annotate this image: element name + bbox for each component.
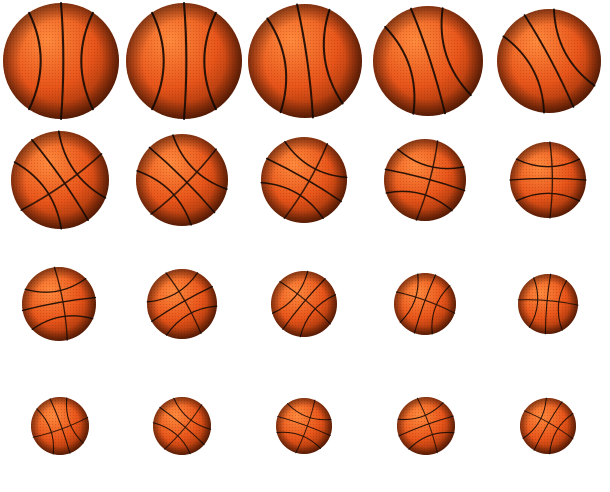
basketball-1-1 — [3, 1, 119, 121]
basketball-4-4 — [397, 397, 455, 455]
basketball-3-2 — [146, 269, 218, 339]
basketball-2-4 — [384, 139, 466, 221]
basketball-3-1 — [21, 266, 97, 341]
basketball-4-5 — [520, 397, 576, 455]
basketball-1-3 — [248, 3, 362, 119]
basketball-2-3 — [260, 137, 348, 223]
basketball-1-5 — [497, 8, 601, 114]
basketball-1-2 — [126, 1, 242, 121]
basketball-2-2 — [136, 134, 228, 226]
basketball-2-5 — [509, 141, 587, 219]
basketball-1-4 — [373, 6, 483, 116]
basketball-4-1 — [31, 397, 89, 455]
basketball-2-1 — [11, 130, 109, 230]
basketball-3-5 — [517, 273, 579, 335]
basketball-3-3 — [271, 270, 337, 338]
basketball-3-4 — [394, 273, 456, 335]
basketball-4-2 — [152, 397, 212, 455]
basketball-4-3 — [276, 398, 332, 454]
